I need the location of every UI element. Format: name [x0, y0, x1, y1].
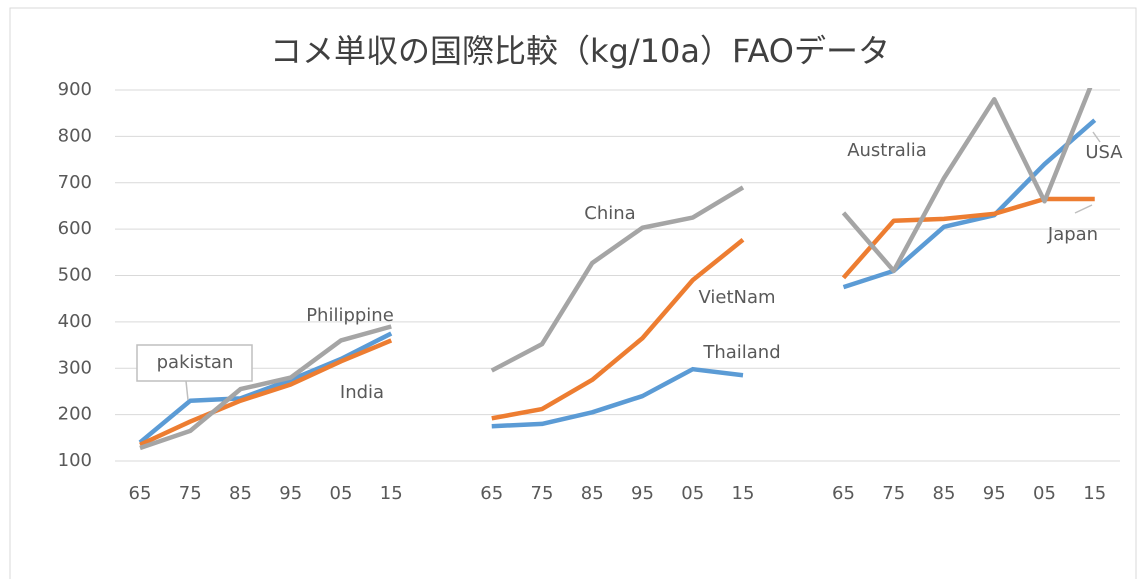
- annotation: VietNam: [698, 287, 775, 308]
- x-tick-label: 15: [732, 483, 755, 504]
- y-tick-label: 500: [58, 265, 92, 286]
- x-tick-label: 85: [581, 483, 604, 504]
- y-tick-label: 100: [58, 450, 92, 471]
- annotation: pakistan: [157, 352, 234, 373]
- x-tick-label: 15: [1083, 483, 1106, 504]
- y-tick-label: 700: [58, 172, 92, 193]
- x-tick-label: 75: [179, 483, 202, 504]
- y-tick-label: 300: [58, 357, 92, 378]
- annotation: Thailand: [702, 342, 780, 363]
- x-tick-label: 65: [832, 483, 855, 504]
- x-tick-label: 05: [1033, 483, 1056, 504]
- x-tick-label: 95: [983, 483, 1006, 504]
- annotation: Japan: [1047, 224, 1098, 245]
- annotation: China: [584, 203, 635, 224]
- x-tick-label: 75: [531, 483, 554, 504]
- x-tick-label: 95: [279, 483, 302, 504]
- series-line: [138, 118, 1097, 445]
- x-tick-label: 85: [933, 483, 956, 504]
- x-tick-label: 65: [480, 483, 503, 504]
- x-tick-label: 95: [631, 483, 654, 504]
- chart-title: コメ単収の国際比較（kg/10a）FAOデータ: [270, 32, 890, 70]
- annotation: Philippine: [306, 305, 394, 326]
- series-line: [139, 196, 1095, 447]
- callout-box: [136, 344, 253, 382]
- y-tick-label: 800: [58, 125, 92, 146]
- series-line: [139, 88, 1093, 451]
- callout-leader: [1074, 204, 1093, 214]
- annotation: USA: [1085, 142, 1123, 163]
- callout-leader: [185, 380, 189, 401]
- annotation: India: [340, 382, 384, 403]
- y-tick-label: 200: [58, 404, 92, 425]
- x-tick-label: 15: [380, 483, 403, 504]
- x-tick-label: 85: [229, 483, 252, 504]
- y-tick-label: 400: [58, 311, 92, 332]
- x-tick-label: 75: [882, 483, 905, 504]
- annotation: Australia: [847, 140, 927, 161]
- y-tick-label: 600: [58, 218, 92, 239]
- x-tick-label: 05: [330, 483, 353, 504]
- y-tick-label: 900: [58, 79, 92, 100]
- x-tick-label: 65: [129, 483, 152, 504]
- callout-leader: [1092, 131, 1101, 143]
- x-tick-label: 05: [681, 483, 704, 504]
